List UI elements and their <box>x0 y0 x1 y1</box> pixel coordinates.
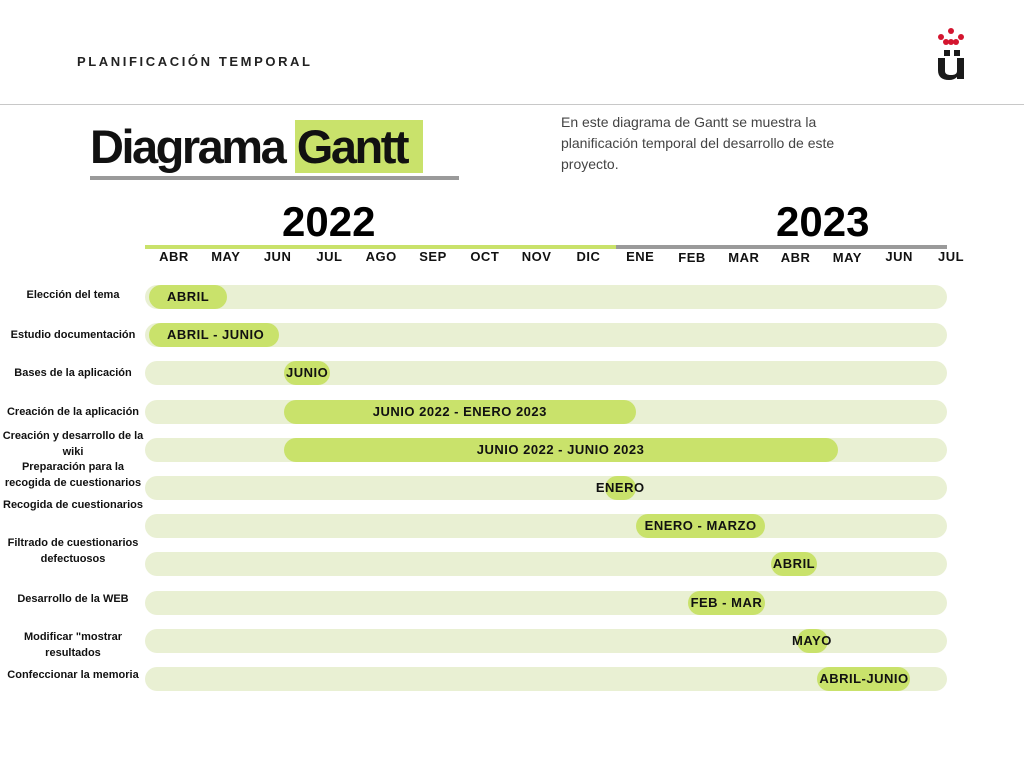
month-label: MAY <box>211 249 241 264</box>
university-logo-icon <box>938 28 964 80</box>
month-label: OCT <box>470 249 500 264</box>
month-label: JUN <box>263 249 292 264</box>
task-track: ENERO <box>145 476 947 500</box>
month-label: FEB <box>678 250 706 265</box>
task-track: ABRIL <box>145 285 947 309</box>
task-bar <box>770 552 818 577</box>
task-track: JUNIO 2022 - JUNIO 2023 <box>145 437 947 462</box>
task-bar <box>635 514 766 539</box>
task-name: Elección del tema <box>26 289 120 301</box>
task-track: ENERO - MARZO <box>145 514 947 539</box>
task-bar-label: ABRIL <box>167 289 210 304</box>
month-label: NOV <box>521 249 552 264</box>
task-bar <box>149 323 279 348</box>
task-bar-label: ENERO <box>595 480 645 495</box>
title-part-1: Diagrama <box>90 120 295 173</box>
section-label: PLANIFICACIÓN TEMPORAL <box>77 54 313 69</box>
task-bar-label: ABRIL-JUNIO <box>819 671 909 686</box>
month-label: ABR <box>780 250 811 265</box>
task-bar-label: FEB - MAR <box>690 594 763 610</box>
month-label: AGO <box>365 249 397 264</box>
task-bar-label: JUNIO 2022 - JUNIO 2023 <box>476 441 645 457</box>
month-label: JUL <box>937 249 965 264</box>
task-bar-label: ABRIL - JUNIO <box>167 327 265 343</box>
year-2023-label: 2023 <box>776 198 870 245</box>
task-bar-label: JUNIO <box>285 365 329 381</box>
task-bar-label: ABRIL <box>772 556 816 572</box>
task-track: MAYO <box>145 628 947 653</box>
task-name: Estudio documentación <box>10 329 136 342</box>
header-divider <box>0 104 1024 105</box>
task-bar <box>283 399 636 424</box>
task-name: Creación y desarrollo de la wiki <box>2 429 144 458</box>
task-bar-label: JUNIO 2022 - ENERO 2023 <box>372 403 547 419</box>
timeline-axis-2023 <box>616 245 947 249</box>
task-name: Desarrollo de la WEB <box>17 592 129 605</box>
page-title: Diagrama Gantt <box>90 118 423 176</box>
task-bar <box>687 590 766 615</box>
task-track: ABRIL - JUNIO <box>145 323 947 348</box>
task-track: JUNIO <box>145 361 947 386</box>
task-name: Recogida de cuestionarios <box>3 499 143 512</box>
task-name: Filtrado de cuestionarios defectuosos <box>7 537 139 566</box>
task-track: FEB - MAR <box>145 590 947 615</box>
task-bar <box>817 667 911 691</box>
month-label: JUL <box>316 249 343 264</box>
month-label: SEP <box>419 249 447 264</box>
task-track: JUNIO 2022 - ENERO 2023 <box>145 399 947 424</box>
task-bar <box>604 476 636 500</box>
task-name: Creación de la aplicación <box>6 405 140 418</box>
intro-text: En este diagrama de Gantt se muestra la … <box>561 114 835 172</box>
month-label: ABR <box>159 249 189 264</box>
month-label: MAR <box>728 250 760 265</box>
task-bar-label: ENERO - MARZO <box>644 518 757 534</box>
task-name: Confeccionar la memoria <box>7 669 139 681</box>
month-label: DIC <box>576 249 601 264</box>
month-label: MAY <box>832 250 862 265</box>
task-bar-label: MAYO <box>792 632 832 648</box>
year-2022-label: 2022 <box>282 198 376 245</box>
task-name: Modificar "mostrar resultados <box>23 630 123 659</box>
timeline-axis-2022 <box>145 245 616 249</box>
title-underline <box>90 176 459 180</box>
task-track: ABRIL <box>145 552 947 577</box>
task-name: Preparación para la recogida de cuestion… <box>4 461 142 489</box>
task-bar <box>149 285 227 309</box>
task-bar <box>283 361 331 386</box>
title-part-2-highlight: Gantt <box>294 120 423 173</box>
month-label: ENE <box>626 249 655 264</box>
task-bar <box>283 437 838 462</box>
task-track: ABRIL-JUNIO <box>145 667 947 691</box>
month-label: JUN <box>885 249 913 264</box>
task-name: Bases de la aplicación <box>14 367 132 380</box>
task-bar <box>796 628 828 653</box>
